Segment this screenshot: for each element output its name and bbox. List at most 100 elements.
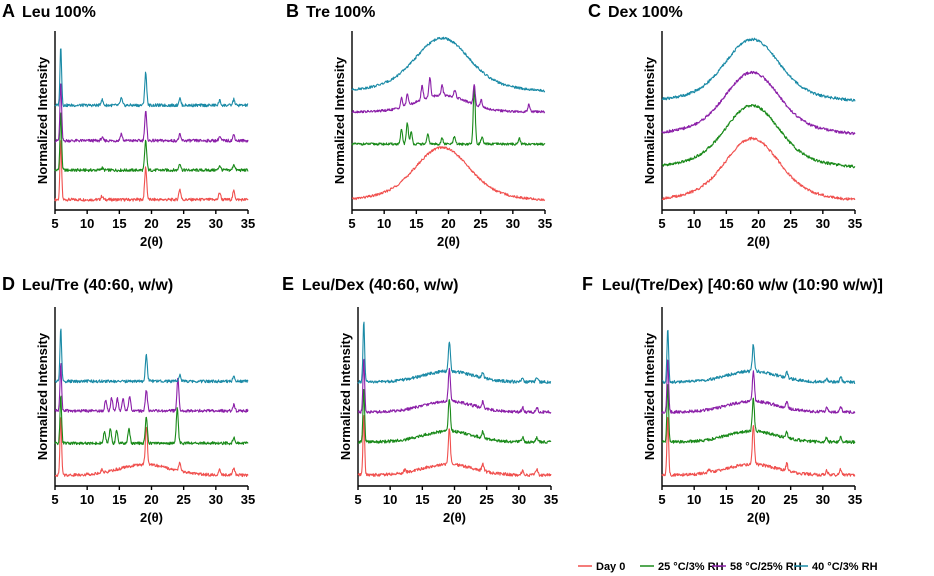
x-tick-label: 15	[415, 492, 429, 507]
x-tick-label: 20	[144, 216, 158, 231]
x-axis-label: 2(θ)	[443, 510, 466, 525]
panel-title: Tre 100%	[306, 4, 375, 21]
x-tick-label: 10	[687, 216, 701, 231]
series-line-day-0	[661, 136, 856, 201]
x-tick-label: 15	[719, 492, 733, 507]
x-tick-label: 30	[816, 492, 830, 507]
x-axis-label: 2(θ)	[747, 234, 770, 249]
series-line-58-c-25-rh	[351, 76, 546, 114]
x-tick-label: 25	[783, 492, 797, 507]
x-tick-label: 30	[506, 216, 520, 231]
x-tick-label: 5	[348, 216, 355, 231]
x-axis-label: 2(θ)	[140, 510, 163, 525]
x-tick-label: 30	[209, 492, 223, 507]
y-axis-label: Normalized Intensity	[332, 56, 347, 184]
series-line-25-c-3-rh	[661, 384, 856, 445]
x-tick-label: 35	[538, 216, 552, 231]
panel-letter: D	[2, 274, 15, 294]
series-line-25-c-3-rh	[54, 395, 249, 446]
legend-label: 58 °C/25% RH	[730, 561, 802, 573]
series-line-40-c-3-rh	[54, 328, 249, 384]
y-axis-label: Normalized Intensity	[35, 56, 50, 184]
panel-e: E Leu/Dex (40:60, w/w) 5 10 15 20 25 30 35 2(θ) No…	[282, 274, 558, 525]
legend-label: Day 0	[596, 561, 625, 573]
x-tick-label: 20	[751, 216, 765, 231]
panel-letter: F	[582, 274, 593, 294]
series-line-58-c-25-rh	[54, 83, 249, 143]
series-line-58-c-25-rh	[357, 358, 552, 414]
series-line-25-c-3-rh	[351, 87, 546, 146]
series-line-40-c-3-rh	[351, 36, 546, 93]
x-tick-label: 15	[719, 216, 733, 231]
panel-a: A Leu 100% 5 10 15 20 25 30 35 2(θ) Normalized Int…	[2, 1, 255, 249]
x-tick-label: 10	[687, 492, 701, 507]
series-line-day-0	[54, 417, 249, 478]
x-tick-label: 25	[473, 216, 487, 231]
x-tick-label: 15	[112, 216, 126, 231]
y-axis-label: Normalized Intensity	[642, 56, 657, 184]
panel-title: Leu/Dex (40:60, w/w)	[302, 277, 459, 294]
series-line-58-c-25-rh	[54, 363, 249, 413]
x-axis-label: 2(θ)	[140, 234, 163, 249]
x-tick-label: 35	[241, 216, 255, 231]
x-tick-label: 35	[544, 492, 558, 507]
legend: Day 0 25 °C/3% RH 58 °C/25% RH 40 °C/3% RH	[578, 561, 878, 573]
y-axis-label: Normalized Intensity	[642, 332, 657, 460]
panel-letter: B	[286, 1, 299, 21]
panel-b: B Tre 100% 5 10 15 20 25 30 35 2(θ) Normalized Int…	[286, 1, 552, 249]
panel-title: Dex 100%	[608, 4, 683, 21]
legend-label: 40 °C/3% RH	[812, 561, 878, 573]
panel-title: Leu 100%	[22, 4, 96, 21]
x-tick-label: 5	[354, 492, 361, 507]
y-axis-label: Normalized Intensity	[35, 332, 50, 460]
series-line-25-c-3-rh	[357, 388, 552, 444]
x-tick-label: 10	[383, 492, 397, 507]
series-line-day-0	[661, 417, 856, 477]
x-tick-label: 30	[512, 492, 526, 507]
x-tick-label: 25	[176, 492, 190, 507]
x-tick-label: 35	[241, 492, 255, 507]
x-tick-label: 20	[751, 492, 765, 507]
series-line-25-c-3-rh	[54, 112, 249, 173]
x-tick-label: 10	[80, 492, 94, 507]
x-tick-label: 30	[816, 216, 830, 231]
panel-letter: E	[282, 274, 294, 294]
x-tick-label: 25	[176, 216, 190, 231]
series-line-40-c-3-rh	[661, 329, 856, 384]
x-tick-label: 5	[658, 216, 665, 231]
x-tick-label: 25	[783, 216, 797, 231]
series-line-58-c-25-rh	[661, 70, 856, 136]
x-tick-label: 25	[479, 492, 493, 507]
x-tick-label: 20	[144, 492, 158, 507]
x-tick-label: 35	[848, 216, 862, 231]
panel-f: F Leu/(Tre/Dex) [40:60 w/w (10:90 w/w)] 5 1…	[582, 274, 883, 525]
panel-letter: C	[588, 1, 601, 21]
panel-letter: A	[2, 1, 15, 21]
x-tick-label: 15	[409, 216, 423, 231]
x-axis-label: 2(θ)	[437, 234, 460, 249]
x-tick-label: 5	[658, 492, 665, 507]
x-axis-label: 2(θ)	[747, 510, 770, 525]
series-line-day-0	[357, 414, 552, 477]
panel-title: Leu/(Tre/Dex) [40:60 w/w (10:90 w/w)]	[602, 277, 883, 294]
panel-c: C Dex 100% 5 10 15 20 25 30 35 2(θ) Normalized Int…	[588, 1, 862, 249]
series-line-25-c-3-rh	[661, 104, 856, 169]
x-tick-label: 20	[447, 492, 461, 507]
series-line-40-c-3-rh	[357, 321, 552, 384]
x-tick-label: 20	[441, 216, 455, 231]
x-tick-label: 5	[51, 492, 58, 507]
panel-title: Leu/Tre (40:60, w/w)	[22, 277, 173, 294]
x-tick-label: 15	[112, 492, 126, 507]
x-tick-label: 30	[209, 216, 223, 231]
y-axis-label: Normalized Intensity	[338, 332, 353, 460]
legend-label: 25 °C/3% RH	[658, 561, 724, 573]
series-line-day-0	[54, 140, 249, 202]
x-tick-label: 10	[80, 216, 94, 231]
x-tick-label: 10	[377, 216, 391, 231]
series-line-40-c-3-rh	[54, 48, 249, 108]
series-line-day-0	[351, 146, 546, 202]
series-line-40-c-3-rh	[661, 37, 856, 102]
x-tick-label: 35	[848, 492, 862, 507]
panel-d: D Leu/Tre (40:60, w/w) 5 10 15 20 25 30 35 2(θ) No…	[2, 274, 255, 525]
